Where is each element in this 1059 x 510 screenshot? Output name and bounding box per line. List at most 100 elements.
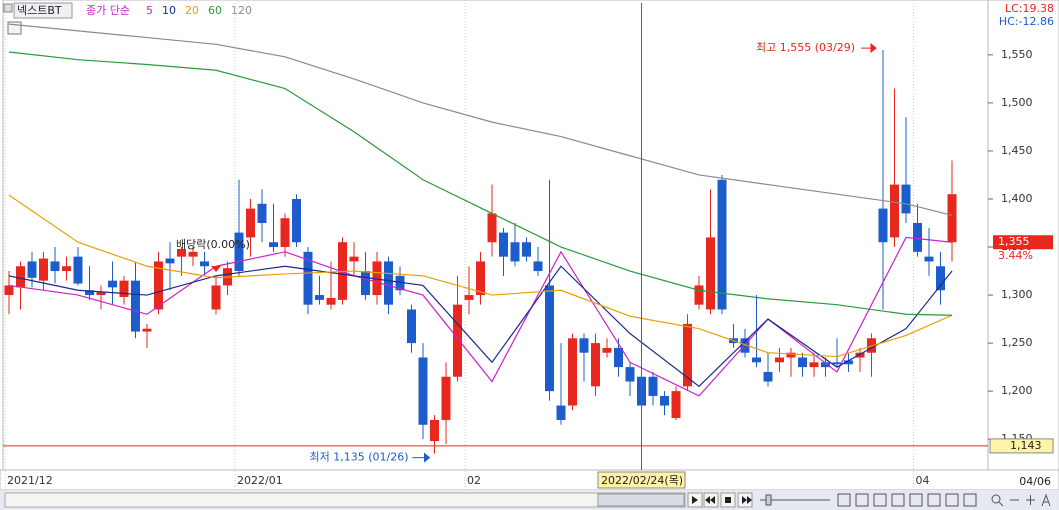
- candle-body: [119, 280, 129, 297]
- candle-body: [85, 290, 94, 296]
- candle-body: [142, 328, 152, 332]
- scrollbar[interactable]: [4, 492, 686, 508]
- y-tick-label: 1,550: [1001, 48, 1033, 61]
- candle-body: [165, 258, 175, 264]
- x-tick-label: 04: [916, 474, 930, 487]
- candle-body: [269, 242, 278, 248]
- candle-body: [430, 419, 439, 442]
- candle-body: [154, 261, 163, 310]
- candle-body: [913, 223, 922, 252]
- legend-entry: 10: [162, 4, 176, 17]
- candle-body: [372, 261, 382, 296]
- moving-average: [8, 236, 953, 397]
- legend-entry: 5: [146, 4, 153, 17]
- candle-body: [717, 179, 727, 310]
- candle-body: [361, 271, 370, 296]
- candle-body: [533, 261, 543, 272]
- candle-body: [73, 256, 83, 284]
- candle-body: [901, 184, 911, 214]
- candle-body: [660, 395, 669, 406]
- candle-body: [4, 285, 14, 296]
- last-date: 04/06: [1019, 475, 1051, 488]
- candle-body: [625, 367, 635, 382]
- window-icon[interactable]: [3, 3, 13, 13]
- candle-body: [878, 208, 888, 243]
- candle-body: [384, 261, 393, 305]
- title-box[interactable]: [13, 2, 73, 19]
- candle-body: [464, 295, 474, 300]
- y-tick-label: 1,400: [1001, 192, 1033, 205]
- candle-body: [257, 203, 267, 224]
- crosshair-date-label: 2022/02/24(목): [601, 474, 683, 487]
- candle-body: [39, 258, 48, 281]
- candle-body: [234, 232, 244, 272]
- last-price-label: 1,355: [998, 235, 1030, 248]
- candle-body: [809, 362, 819, 368]
- legend-entry: 20: [185, 4, 199, 17]
- candle-body: [326, 297, 336, 305]
- candle-body: [476, 261, 485, 296]
- moving-average: [8, 265, 953, 388]
- candle-body: [418, 357, 428, 425]
- candle-body: [545, 285, 554, 392]
- hc-label: HC:-12.86: [999, 15, 1054, 28]
- y-tick-label: 1,500: [1001, 96, 1033, 109]
- candle-body: [832, 362, 842, 365]
- candle-body: [591, 343, 600, 387]
- candle-body: [752, 357, 761, 363]
- candle-body: [602, 347, 612, 353]
- candle-body: [16, 266, 25, 288]
- candle-body: [694, 285, 704, 305]
- crosshair-price-box: [989, 438, 1054, 454]
- candle-body: [62, 266, 71, 272]
- x-tick-label: 2021/12: [7, 474, 53, 487]
- chart-title: 넥스트BT: [17, 4, 62, 17]
- candle-body: [246, 208, 255, 238]
- candle-body: [821, 362, 830, 368]
- candle-body: [292, 198, 301, 243]
- candle-body: [798, 357, 807, 368]
- dividend-annotation: 배당락(0.00%): [176, 238, 250, 251]
- candle-body: [487, 213, 497, 243]
- candle-body: [671, 391, 681, 419]
- candle-body: [50, 261, 60, 272]
- candle-body: [303, 251, 313, 305]
- candle-body: [131, 280, 140, 332]
- low-annotation: 최저 1,135 (01/26): [309, 451, 408, 464]
- ma-label: 종가 단순: [86, 4, 130, 17]
- candle-body: [648, 376, 658, 396]
- candle-body: [936, 266, 945, 291]
- candle-body: [579, 338, 589, 353]
- candle-body: [522, 242, 531, 257]
- candle-body: [200, 261, 209, 267]
- toolbar-buttons[interactable]: [687, 492, 1051, 508]
- candle-body: [510, 242, 520, 262]
- candle-body: [177, 248, 186, 257]
- candle-body: [211, 285, 221, 310]
- y-tick-label: 1,250: [1001, 336, 1033, 349]
- candle-body: [775, 357, 784, 363]
- crosshair-price-label: 1,143: [1010, 439, 1042, 452]
- candle-body: [763, 371, 773, 382]
- candle-body: [614, 347, 623, 368]
- candle-body: [27, 261, 37, 278]
- high-annotation: 최고 1,555 (03/29): [756, 41, 855, 54]
- candle-body: [407, 309, 416, 344]
- scroll-thumb[interactable]: [597, 493, 685, 507]
- candle-body: [453, 304, 462, 377]
- x-tick-label: 2022/01: [237, 474, 283, 487]
- last-price-box: [993, 235, 1053, 250]
- crosshair-date-box: [597, 471, 686, 489]
- candle-body: [924, 256, 934, 262]
- moving-average: [8, 51, 953, 316]
- candle-body: [556, 405, 566, 420]
- candle-body: [683, 323, 692, 387]
- low-arrow: [412, 452, 431, 463]
- candle-body: [395, 275, 405, 291]
- candle-body: [786, 352, 796, 358]
- y-tick-label: 1,200: [1001, 384, 1033, 397]
- candle-body: [349, 256, 359, 262]
- y-tick-label: 1,300: [1001, 288, 1033, 301]
